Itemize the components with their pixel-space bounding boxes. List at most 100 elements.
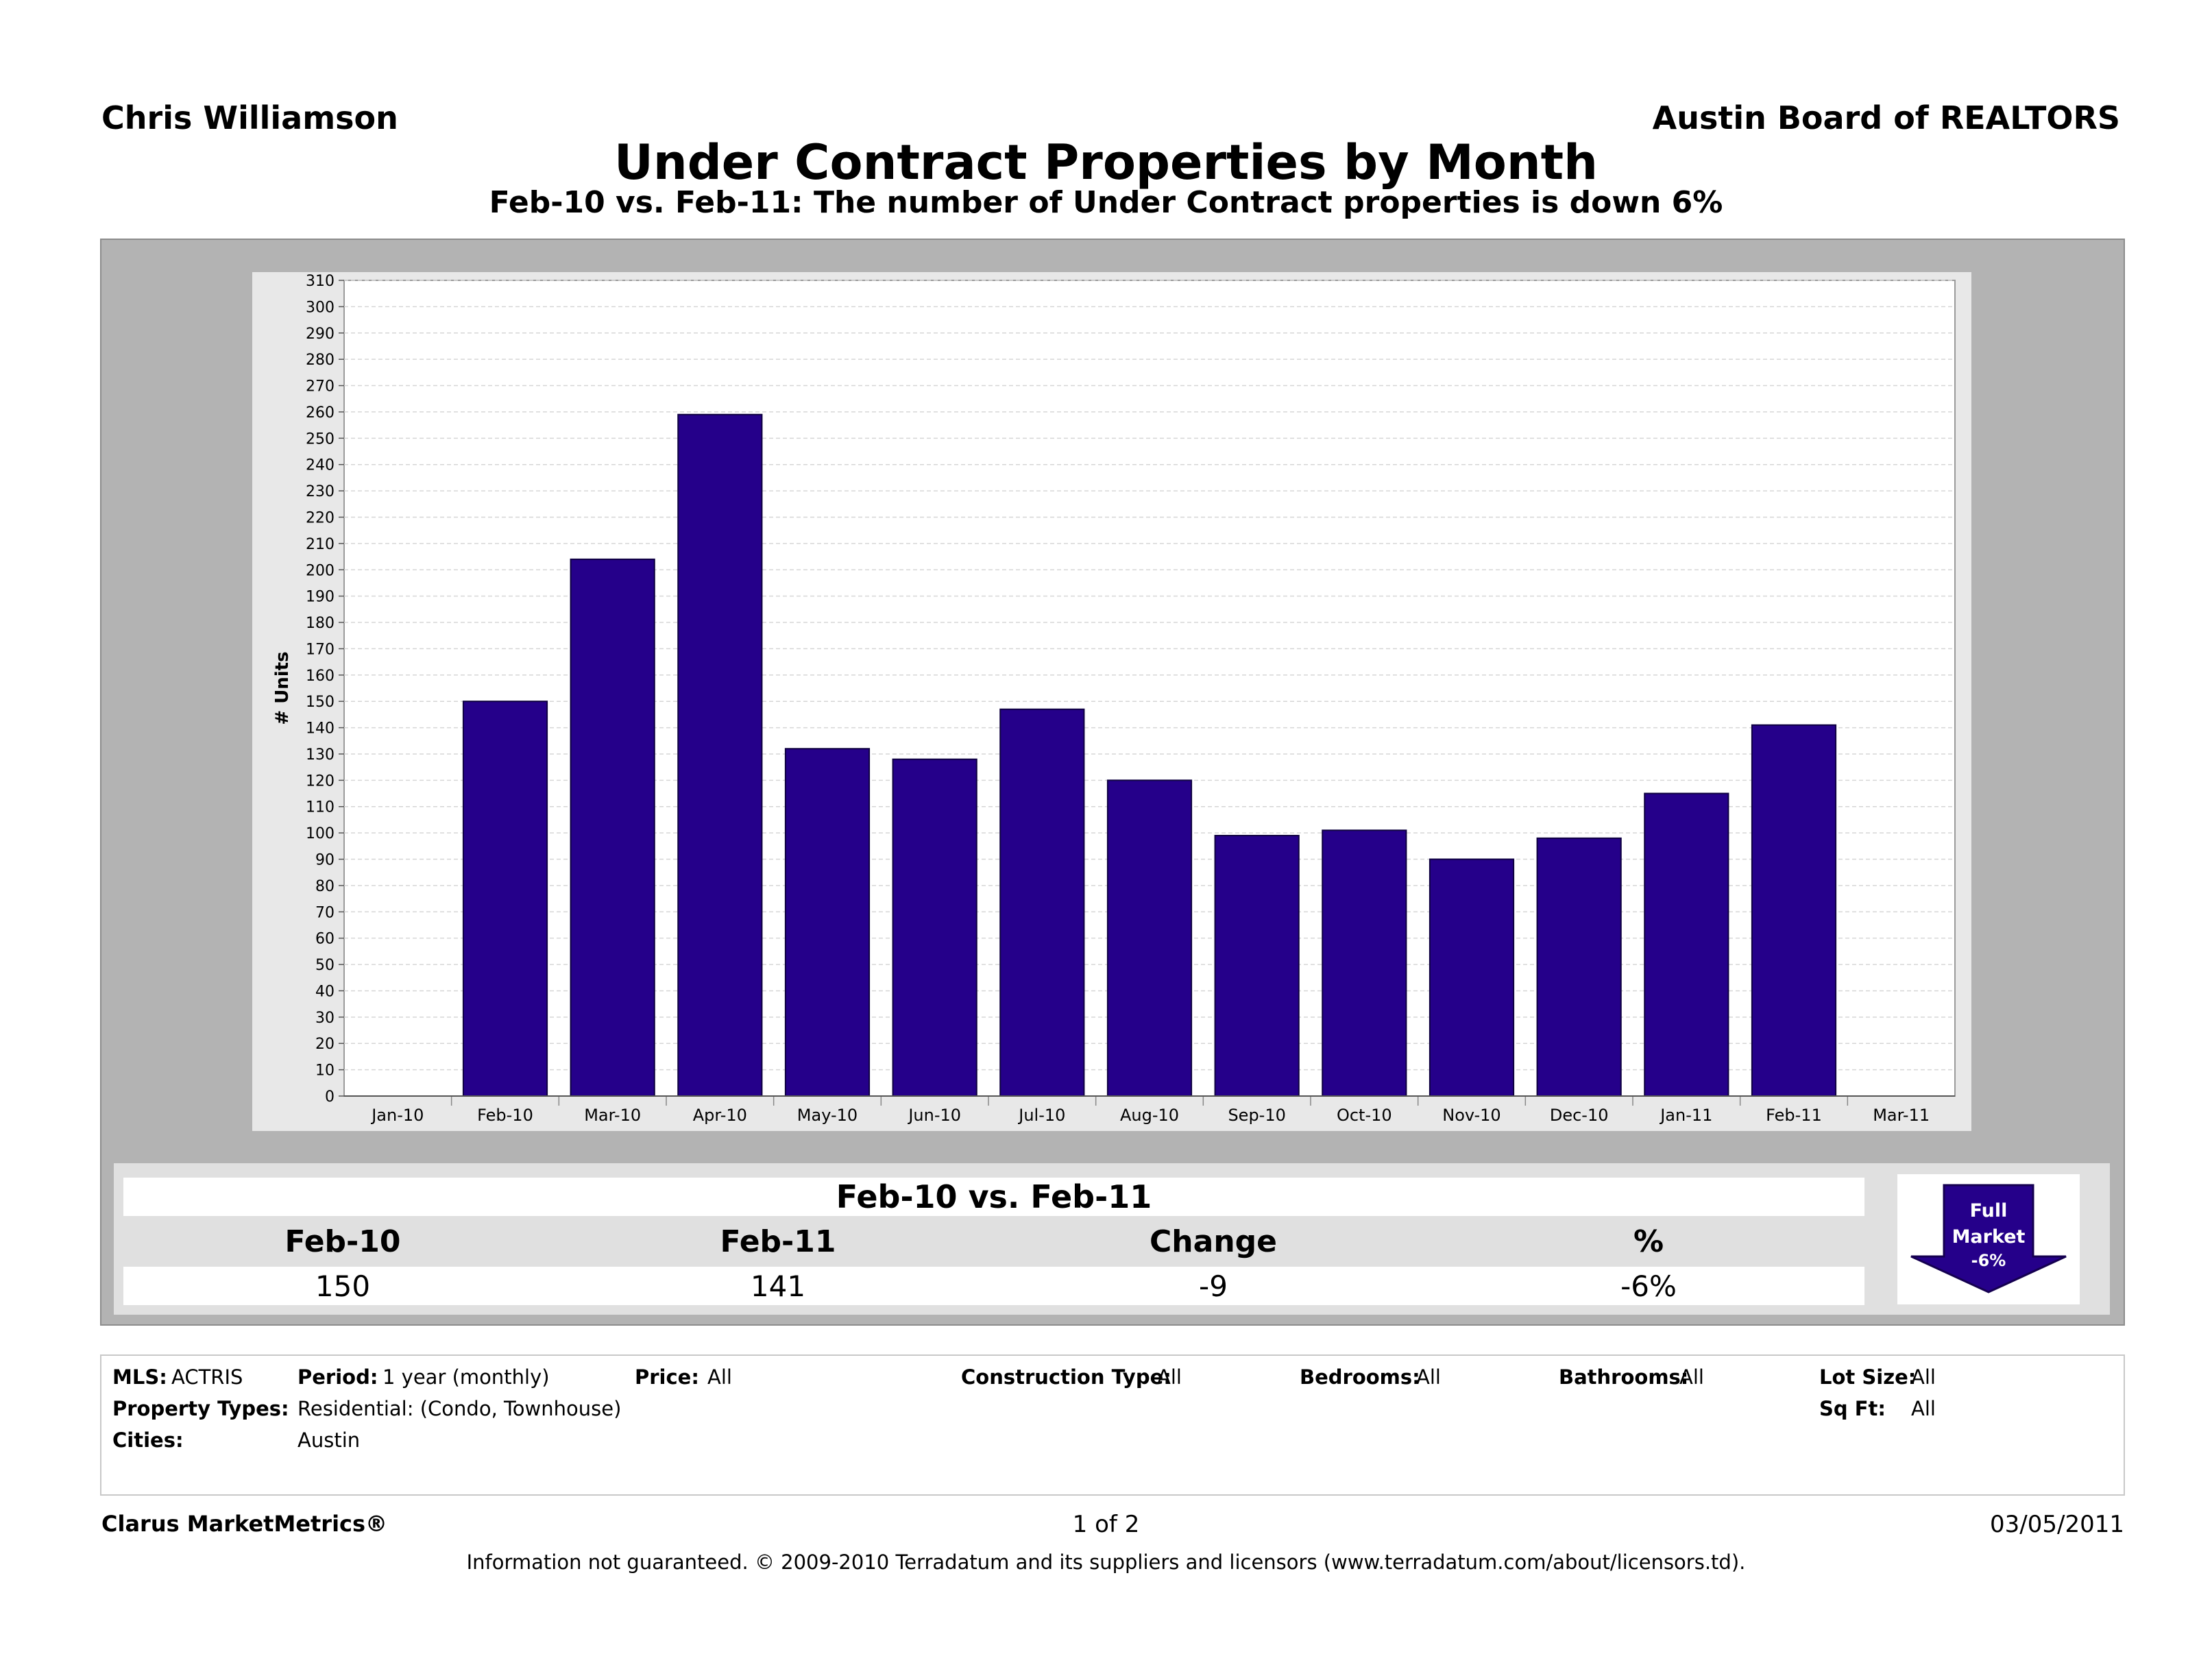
value-feb10: 150 (315, 1269, 371, 1303)
x-tick-label: Jul-10 (1017, 1106, 1065, 1125)
x-tick-label: Jan-10 (370, 1106, 424, 1125)
cities-label: Cities: (112, 1428, 184, 1452)
bedrooms-value: All (1416, 1365, 1441, 1389)
y-tick-label: 40 (315, 983, 335, 1000)
y-tick-label: 140 (306, 720, 335, 738)
x-tick-label: Aug-10 (1120, 1106, 1179, 1125)
bedrooms-label: Bedrooms: (1300, 1365, 1420, 1389)
x-tick-label: Feb-11 (1766, 1106, 1822, 1125)
badge-line3: -6% (1971, 1251, 2006, 1270)
y-tick-label: 290 (306, 326, 335, 343)
bar-feb-11 (1751, 724, 1837, 1097)
y-tick-label: 10 (315, 1062, 335, 1080)
y-tick-label: 310 (306, 273, 335, 290)
y-tick-label: 200 (306, 562, 335, 579)
page-number: 1 of 2 (1072, 1511, 1140, 1538)
bar-jul-10 (999, 708, 1085, 1097)
bar-may-10 (784, 748, 871, 1097)
y-tick-label: 0 (325, 1089, 335, 1106)
value-change: -9 (1199, 1269, 1228, 1303)
bar-jun-10 (892, 758, 977, 1097)
board-name: Austin Board of REALTORS (1652, 99, 2120, 136)
price-value: All (707, 1365, 732, 1389)
bar-apr-10 (677, 413, 763, 1097)
y-tick-label: 70 (315, 904, 335, 921)
x-tick-label: Feb-10 (477, 1106, 533, 1125)
y-tick-label: 60 (315, 931, 335, 948)
comparison-title: Feb-10 vs. Feb-11 (123, 1178, 1864, 1216)
y-tick-label: 120 (306, 773, 335, 790)
chart-area: 0 10 20 30 40 50 60 70 80 90 100 110 120 130 140 150 160… (252, 272, 1971, 1131)
x-tick-label: Sep-10 (1228, 1106, 1285, 1125)
bar-nov-10 (1429, 858, 1515, 1097)
y-tick-label: 100 (306, 825, 335, 842)
y-tick-label: 80 (315, 878, 335, 895)
bar-jan-11 (1644, 792, 1729, 1097)
filter-summary: MLS: ACTRIS Period: 1 year (monthly) Pri… (100, 1354, 2125, 1496)
x-tick-label: Jan-11 (1659, 1106, 1712, 1125)
property-types-value: Residential: (Condo, Townhouse) (297, 1397, 622, 1420)
report-date: 03/05/2011 (1990, 1511, 2124, 1538)
footer-brand: Clarus MarketMetrics® (101, 1511, 388, 1537)
price-label: Price: (635, 1365, 699, 1389)
x-tick-label: Mar-11 (1873, 1106, 1930, 1125)
agent-name: Chris Williamson (101, 99, 398, 136)
bathrooms-value: All (1679, 1365, 1704, 1389)
y-tick-label: 260 (306, 404, 335, 422)
x-tick-label: Nov-10 (1442, 1106, 1500, 1125)
bar-aug-10 (1106, 779, 1193, 1097)
y-tick-label: 180 (306, 615, 335, 632)
badge-line1: Full (1970, 1200, 2008, 1221)
property-types-label: Property Types: (112, 1397, 289, 1420)
y-tick-label: 230 (306, 483, 335, 500)
bar-sep-10 (1214, 834, 1300, 1097)
y-tick-label: 30 (315, 1010, 335, 1027)
bar-mar-10 (570, 558, 655, 1097)
y-tick-label: 220 (306, 509, 335, 526)
y-tick-label: 50 (315, 957, 335, 974)
y-tick-label: 250 (306, 430, 335, 448)
mls-label: MLS: (112, 1365, 167, 1389)
x-tick-label: Jun-10 (907, 1106, 961, 1125)
y-tick-label: 130 (306, 746, 335, 764)
bar-oct-10 (1322, 829, 1407, 1097)
x-tick-label: May-10 (797, 1106, 858, 1125)
chart-title: Under Contract Properties by Month (614, 134, 1598, 191)
period-label: Period: (297, 1365, 378, 1389)
bar-feb-10 (462, 701, 548, 1097)
badge-line2: Market (1952, 1226, 2026, 1248)
header-feb10: Feb-10 (284, 1224, 401, 1259)
y-tick-label: 90 (315, 852, 335, 869)
sqft-value: All (1911, 1397, 1936, 1420)
construction-value: All (1157, 1365, 1182, 1389)
comparison-values-row (123, 1267, 1864, 1305)
disclaimer: Information not guaranteed. © 2009-2010 … (466, 1551, 1746, 1574)
lot-size-value: All (1911, 1365, 1936, 1389)
x-tick-label: Oct-10 (1337, 1106, 1392, 1125)
sqft-label: Sq Ft: (1819, 1397, 1886, 1420)
y-tick-label: 150 (306, 694, 335, 711)
y-tick-label: 170 (306, 641, 335, 658)
header-change: Change (1150, 1224, 1277, 1259)
header-percent: % (1633, 1224, 1664, 1259)
header-feb11: Feb-11 (720, 1224, 836, 1259)
y-tick-label: 270 (306, 378, 335, 396)
cities-value: Austin (297, 1428, 361, 1452)
period-value: 1 year (monthly) (382, 1365, 550, 1389)
y-tick-label: 160 (306, 668, 335, 685)
y-tick-label: 20 (315, 1036, 335, 1053)
y-tick-label: 190 (306, 589, 335, 606)
y-tick-label: 210 (306, 536, 335, 553)
full-market-badge: Full Market -6% (1897, 1174, 2080, 1304)
down-arrow-icon: Full Market -6% (1910, 1184, 2067, 1293)
y-tick-label: 280 (306, 352, 335, 369)
chart-subtitle: Feb-10 vs. Feb-11: The number of Under C… (489, 185, 1723, 220)
x-tick-label: Mar-10 (584, 1106, 641, 1125)
y-tick-label: 240 (306, 457, 335, 474)
value-feb11: 141 (750, 1269, 806, 1303)
bar-dec-10 (1536, 837, 1622, 1097)
y-tick-label: 300 (306, 299, 335, 316)
value-percent: -6% (1620, 1269, 1677, 1303)
y-axis-label: # Units (272, 651, 293, 725)
x-tick-label: Apr-10 (693, 1106, 747, 1125)
